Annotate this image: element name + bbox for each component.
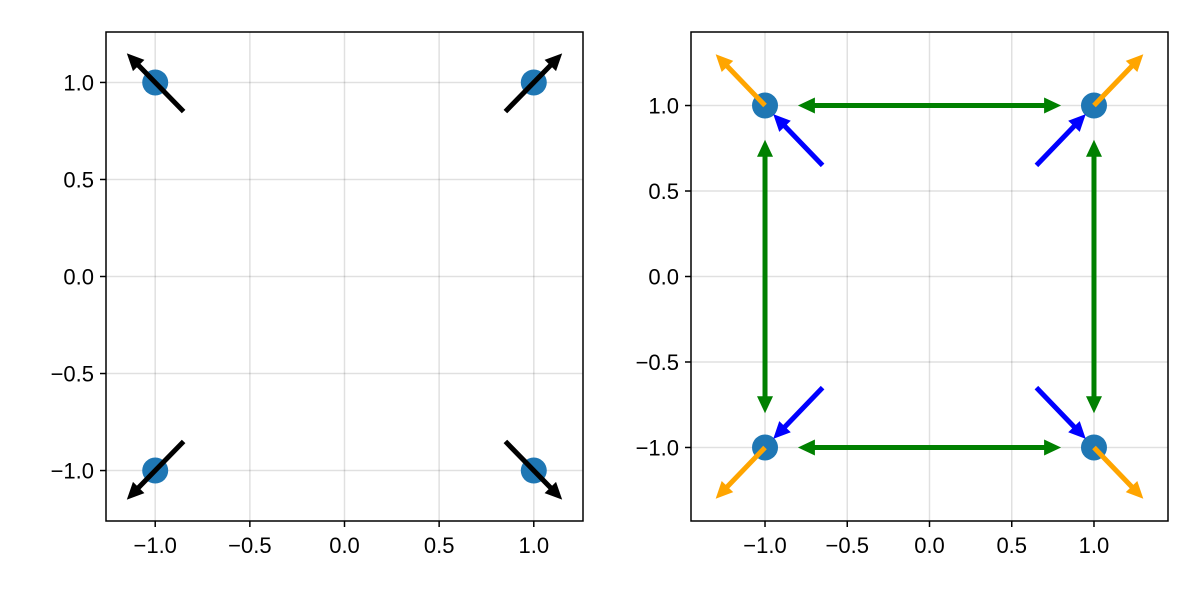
right-arrow-head (1044, 97, 1062, 114)
right-x-tick-label: 0.0 (914, 533, 945, 558)
right-arrow-head (797, 439, 815, 456)
right-y-tick-label: 0.5 (648, 179, 679, 204)
right-arrow (715, 54, 767, 108)
left-arrow (503, 439, 563, 500)
right-x-tick-label: −1.0 (743, 533, 786, 558)
right-arrow (1092, 445, 1144, 499)
right-x-tick-label: 0.5 (996, 533, 1027, 558)
right-arrow (929, 97, 1062, 114)
right-arrow-head (1068, 421, 1086, 439)
right-plot: −1.0 −0.5 0.0 0.5 1.0 −1.0 −0.5 0.0 0.5 1.0 (636, 31, 1169, 558)
right-arrow (929, 439, 1062, 456)
left-marks (126, 53, 563, 500)
left-arrow-head (126, 481, 145, 500)
left-y-tick-label: 0.0 (63, 265, 94, 290)
left-arrow-shaft (135, 62, 186, 114)
left-arrow (126, 53, 186, 114)
left-arrow-shaft (503, 439, 554, 491)
right-arrow-head (773, 421, 791, 439)
right-y-tick-label: 0.0 (648, 265, 679, 290)
right-arrow-shaft (724, 445, 767, 490)
right-y-tick-label: 1.0 (648, 94, 679, 119)
right-arrow (797, 439, 930, 456)
left-y-tick-label: 1.0 (63, 70, 94, 95)
right-arrow (797, 97, 930, 114)
right-arrow-shaft (1092, 63, 1135, 108)
right-arrow (1085, 139, 1102, 277)
right-arrow-shaft (1034, 123, 1078, 168)
left-arrow-shaft (135, 439, 186, 491)
right-arrow-head (757, 139, 774, 157)
right-arrow (715, 445, 767, 499)
left-ticks: −1.0 −0.5 0.0 0.5 1.0 −1.0 −0.5 0.0 0.5 1.0 (51, 70, 550, 558)
right-arrow-head (1125, 480, 1144, 499)
left-arrow (126, 439, 186, 500)
right-arrow-shaft (724, 63, 767, 108)
right-arrow (1085, 276, 1102, 414)
left-grid (106, 32, 583, 521)
left-plot: −1.0 −0.5 0.0 0.5 1.0 −1.0 −0.5 0.0 0.5 1.0 (51, 31, 584, 558)
right-arrow (773, 385, 825, 439)
left-arrow-head (544, 53, 563, 72)
right-arrow (1034, 385, 1086, 439)
right-arrow-head (1125, 54, 1144, 73)
left-arrow-head (544, 481, 563, 500)
left-arrow-shaft (503, 62, 554, 114)
right-arrow-head (773, 114, 791, 132)
right-arrow (1092, 54, 1144, 108)
left-arrow (503, 53, 563, 114)
right-arrow-head (797, 97, 815, 114)
right-arrow-head (1044, 439, 1062, 456)
left-x-tick-label: −0.5 (228, 533, 271, 558)
left-y-tick-label: −0.5 (51, 362, 94, 387)
right-arrow (757, 276, 774, 414)
left-x-tick-label: −1.0 (133, 533, 176, 558)
right-arrow-head (715, 54, 734, 73)
right-marks (715, 54, 1144, 499)
right-ticks: −1.0 −0.5 0.0 0.5 1.0 −1.0 −0.5 0.0 0.5 1.0 (636, 94, 1110, 558)
right-arrow-shaft (1034, 385, 1078, 430)
right-arrow (1034, 114, 1086, 168)
right-arrow (757, 139, 774, 277)
left-x-tick-label: 0.5 (424, 533, 455, 558)
right-arrow-head (1068, 114, 1086, 132)
right-arrow-head (1085, 139, 1102, 157)
left-y-tick-label: 0.5 (63, 167, 94, 192)
left-y-tick-label: −1.0 (51, 459, 94, 484)
right-x-tick-label: −0.5 (826, 533, 869, 558)
right-arrow (773, 114, 825, 168)
right-arrow-shaft (781, 385, 825, 430)
right-arrow-shaft (1092, 445, 1135, 490)
right-arrow-head (715, 480, 734, 499)
right-x-tick-label: 1.0 (1079, 533, 1110, 558)
right-arrow-head (1085, 396, 1102, 414)
left-arrow-head (126, 53, 145, 72)
right-y-tick-label: −0.5 (636, 350, 679, 375)
right-y-tick-label: −1.0 (636, 435, 679, 460)
left-x-tick-label: 1.0 (518, 533, 549, 558)
right-arrow-head (757, 396, 774, 414)
right-arrow-shaft (781, 123, 825, 168)
left-x-tick-label: 0.0 (329, 533, 360, 558)
